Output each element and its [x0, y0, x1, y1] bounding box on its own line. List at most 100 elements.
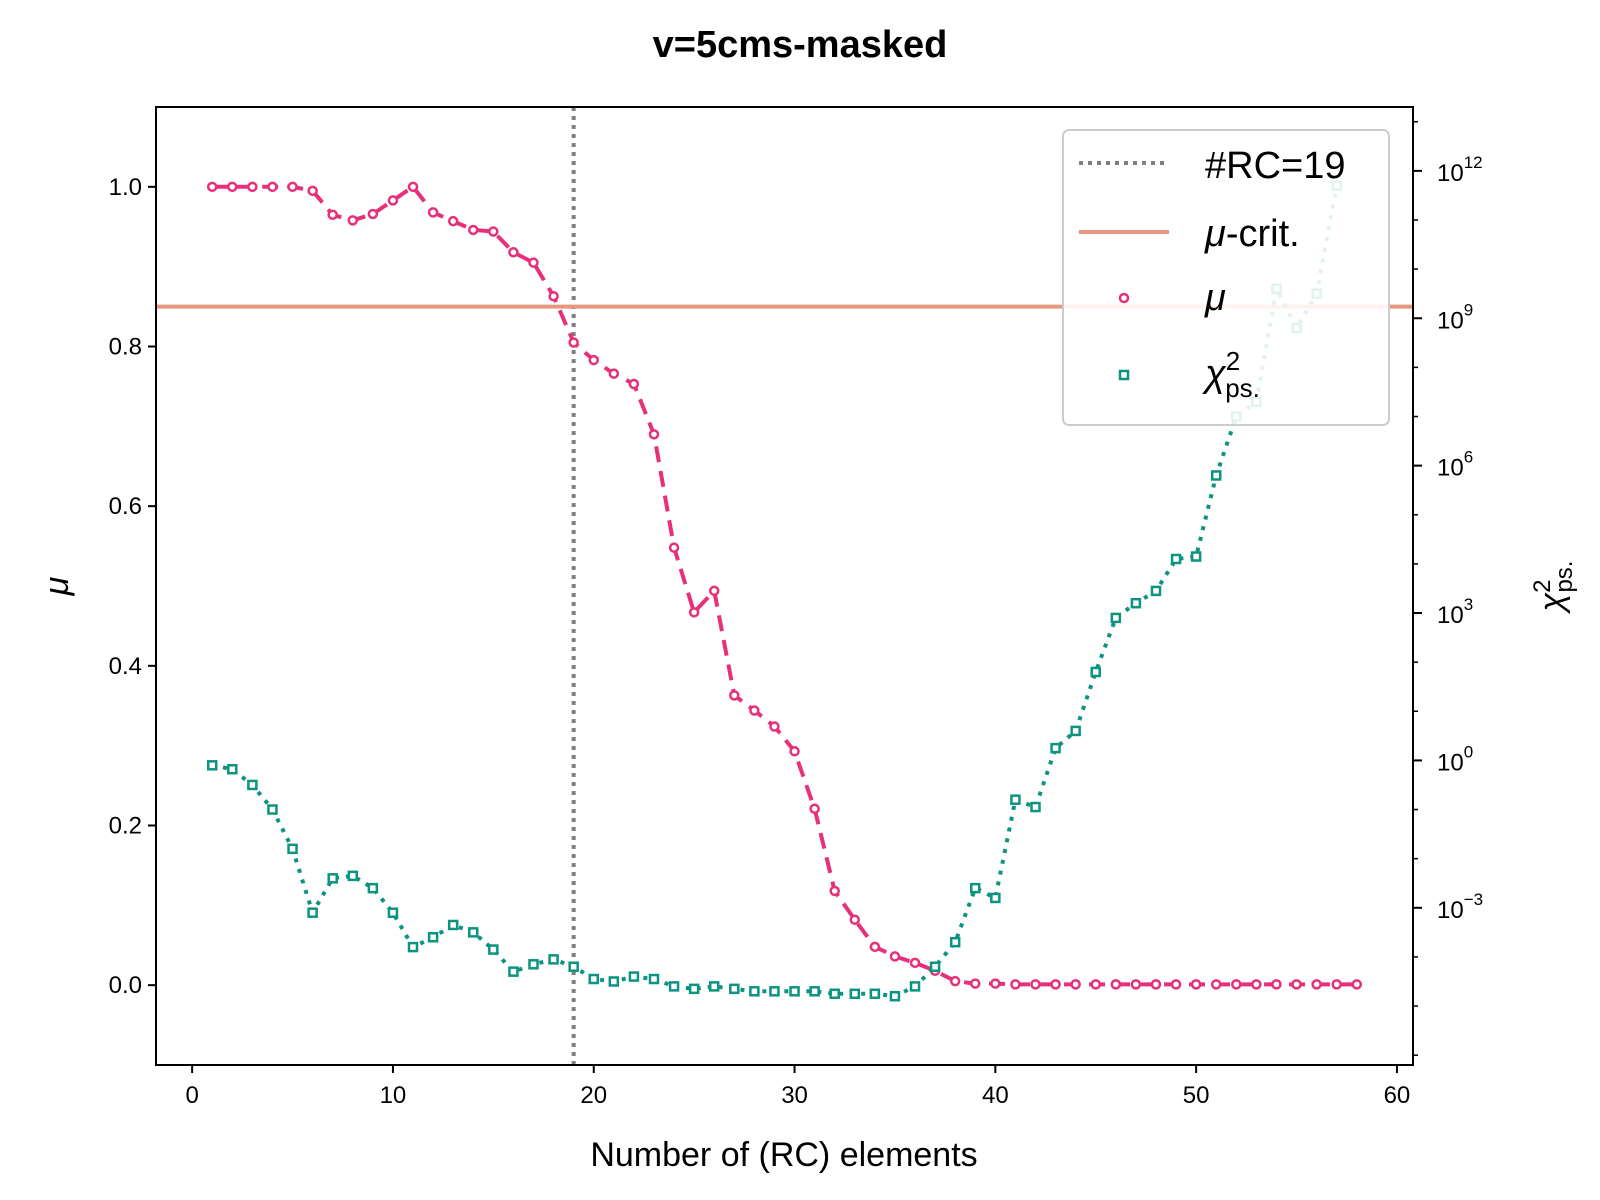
mu-point — [267, 181, 278, 193]
chart-title: v=5cms-masked — [653, 24, 948, 66]
chi2-point — [628, 971, 640, 982]
mu-point — [1070, 979, 1081, 990]
mu-point — [588, 354, 599, 366]
mu-point — [548, 290, 559, 302]
chi2-point — [909, 981, 921, 992]
chi2-point — [869, 988, 881, 1000]
chi2-point — [508, 966, 519, 977]
mu-point — [1150, 979, 1162, 990]
x-axis: 0 10 20 30 40 50 60 — [185, 1065, 1410, 1109]
mu-point — [688, 607, 700, 618]
chi2-point — [1190, 551, 1202, 562]
x-tick-label: 10 — [380, 1082, 407, 1109]
chi2-point — [287, 843, 298, 855]
chi2-point — [970, 882, 981, 894]
y-axis-label: μ — [38, 576, 76, 596]
mu-point — [789, 746, 800, 757]
plot-frame — [155, 106, 1414, 1066]
mu-point — [608, 368, 620, 379]
y-tick-label: 0.6 — [109, 493, 142, 520]
y-axis-right: 10−3 100 103 106 109 1012 — [1413, 120, 1483, 1056]
chi2-point — [468, 927, 479, 938]
chi2-point — [307, 907, 318, 918]
chi2-point — [608, 976, 620, 987]
y-tick-label: 0.8 — [109, 334, 142, 361]
mu-point — [1130, 979, 1142, 990]
mu-point — [1090, 979, 1101, 990]
legend-marker-chi2 — [1118, 369, 1130, 381]
mu-point — [528, 257, 539, 268]
mu-point — [909, 957, 921, 969]
mu-point — [1190, 979, 1202, 990]
chi2-point — [267, 804, 278, 815]
legend-mu-crit-suffix: -crit. — [1226, 213, 1300, 255]
mu-series-line — [212, 184, 1357, 987]
chi2-point — [749, 986, 760, 997]
chi2-point — [1010, 794, 1021, 805]
mu-point — [1030, 979, 1041, 990]
chi2-point — [206, 760, 218, 771]
chi2-point — [488, 944, 499, 955]
legend-marker-mu — [1118, 292, 1130, 304]
mu-point — [769, 721, 780, 732]
mu-point — [990, 978, 1001, 989]
y-tick-label: 1.0 — [109, 174, 142, 201]
y2-tick-label: 106 — [1437, 448, 1473, 482]
mu-point — [889, 951, 901, 962]
chi2-point — [829, 988, 840, 1000]
chi2-point — [1170, 553, 1182, 565]
mu-point — [227, 181, 238, 193]
legend-label-mu: μ — [1204, 277, 1226, 319]
chi2-point — [327, 873, 338, 884]
chi2-point — [990, 892, 1001, 904]
mu-point — [1170, 979, 1182, 990]
mu-point — [708, 585, 720, 597]
legend-mu-crit-symbol: μ — [1204, 213, 1226, 255]
legend: #RC=19 μ-crit. μ χ2 ps. — [1062, 129, 1390, 426]
mu-point — [809, 803, 820, 814]
chi2-point — [387, 907, 399, 918]
mu-point — [1110, 979, 1122, 990]
chi2-point — [247, 779, 258, 791]
mu-point — [1251, 979, 1262, 990]
mu-point — [1231, 979, 1242, 990]
y2-axis-label-exp: 2 — [1529, 580, 1556, 593]
x-tick-label: 40 — [982, 1082, 1009, 1109]
legend-label-mu-crit: μ-crit. — [1204, 213, 1300, 255]
x-axis-label: Number of (RC) elements — [590, 1136, 977, 1174]
y-axis-left: 0.0 0.2 0.4 0.6 0.8 1.0 — [109, 174, 156, 999]
mu-point — [367, 208, 379, 220]
mu-point — [327, 209, 338, 221]
mu-point — [568, 337, 579, 348]
x-tick-label: 0 — [185, 1082, 198, 1109]
mu-point — [949, 975, 961, 987]
chi2-point — [729, 983, 740, 995]
chi2-point — [1090, 666, 1101, 678]
chi2-point — [1050, 742, 1061, 754]
mu-point — [1351, 979, 1363, 990]
chi2-point — [227, 763, 238, 775]
x-tick-label: 30 — [781, 1082, 808, 1109]
mu-point — [849, 914, 861, 925]
mu-point — [287, 181, 298, 193]
chi2-point — [347, 870, 359, 882]
chi2-point — [588, 973, 599, 985]
chi2-point — [708, 981, 720, 992]
chi2-point — [427, 932, 439, 943]
mu-point — [628, 378, 640, 390]
legend-chi2-sub: ps. — [1225, 373, 1260, 403]
y2-tick-label: 10−3 — [1437, 890, 1483, 924]
chi2-point — [949, 936, 961, 948]
mu-point — [869, 941, 881, 953]
y2-tick-label: 109 — [1437, 300, 1473, 334]
x-tick-label: 60 — [1384, 1082, 1411, 1109]
mu-point — [1271, 979, 1282, 990]
mu-point — [970, 978, 981, 989]
mu-point — [488, 226, 499, 237]
chi2-point — [1070, 725, 1081, 737]
mu-point — [347, 215, 359, 226]
chi2-point — [668, 981, 680, 992]
mu-point — [749, 705, 760, 716]
mu-point — [407, 181, 419, 193]
